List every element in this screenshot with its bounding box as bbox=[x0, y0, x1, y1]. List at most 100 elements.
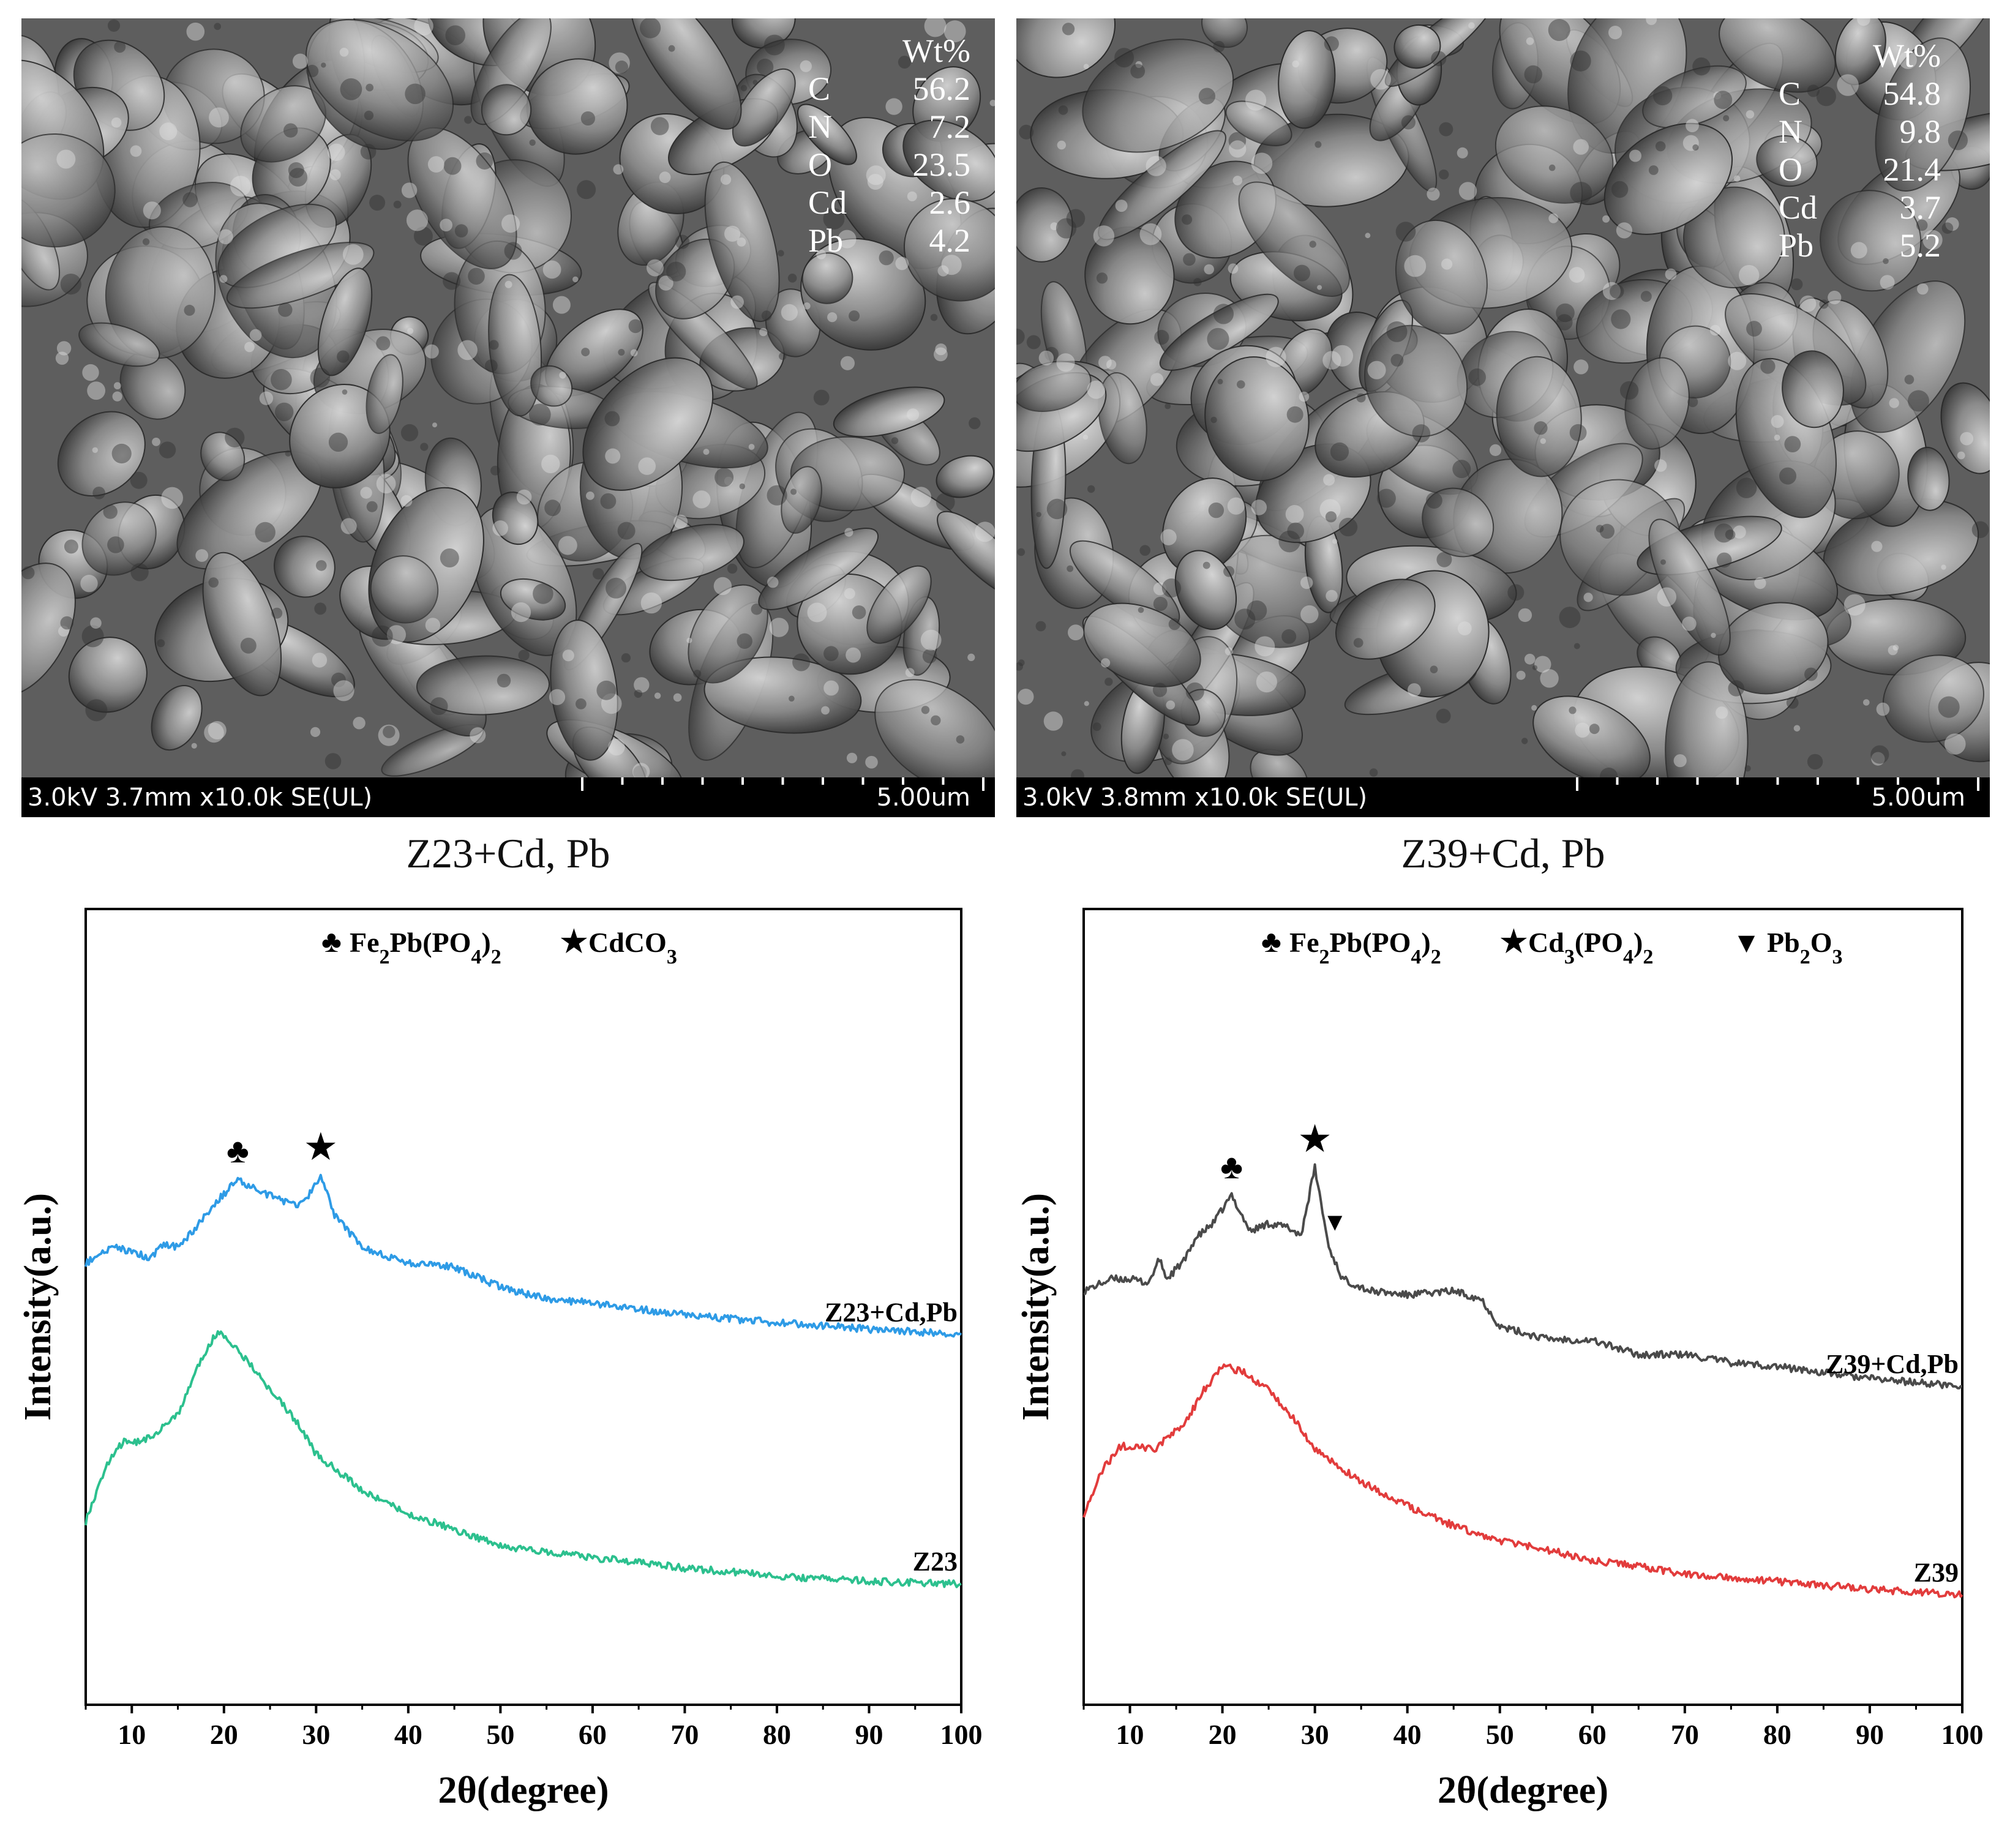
surface-detail bbox=[1153, 596, 1168, 612]
surface-detail bbox=[1213, 304, 1234, 324]
surface-detail bbox=[1426, 492, 1442, 509]
particle-shape bbox=[797, 103, 857, 165]
surface-detail bbox=[1938, 696, 1960, 718]
surface-detail bbox=[1941, 564, 1946, 570]
surface-detail bbox=[1213, 40, 1225, 53]
particle-shape bbox=[481, 84, 532, 136]
eds-row: C 54.8 bbox=[1779, 75, 1941, 113]
surface-detail bbox=[1692, 144, 1699, 151]
surface-detail bbox=[1556, 314, 1573, 331]
surface-detail bbox=[342, 244, 364, 265]
eds-element: Pb bbox=[808, 222, 844, 260]
surface-detail bbox=[1093, 225, 1115, 247]
surface-detail bbox=[1837, 74, 1859, 96]
surface-detail bbox=[1436, 708, 1451, 724]
surface-detail bbox=[152, 438, 160, 446]
x-tick-label: 80 bbox=[1763, 1719, 1791, 1750]
surface-detail bbox=[576, 698, 587, 709]
sem-info-bar: 3.0kV 3.7mm x10.0k SE(UL) 5.00um bbox=[21, 777, 995, 817]
surface-detail bbox=[816, 249, 827, 260]
surface-detail bbox=[1083, 64, 1089, 70]
surface-detail bbox=[1665, 268, 1677, 280]
scale-bar-label: 5.00um bbox=[876, 784, 970, 812]
eds-element: C bbox=[808, 70, 831, 108]
surface-detail bbox=[1408, 683, 1421, 697]
particle-shape bbox=[1238, 181, 1351, 297]
surface-detail bbox=[1309, 241, 1316, 248]
eds-element: Pb bbox=[1779, 227, 1814, 264]
surface-detail bbox=[107, 536, 124, 553]
y-axis-label: Intensity(a.u.) bbox=[17, 1193, 59, 1421]
surface-detail bbox=[580, 111, 596, 126]
eds-row: N 7.2 bbox=[808, 108, 970, 146]
surface-detail bbox=[634, 677, 650, 693]
surface-detail bbox=[249, 329, 262, 342]
surface-detail bbox=[130, 563, 149, 582]
surface-detail bbox=[767, 485, 787, 506]
surface-detail bbox=[1714, 523, 1734, 543]
surface-detail bbox=[1356, 393, 1366, 403]
particle-shape bbox=[1335, 578, 1436, 660]
surface-detail bbox=[331, 672, 346, 687]
surface-detail bbox=[1857, 18, 1870, 26]
surface-detail bbox=[761, 310, 772, 321]
surface-detail bbox=[1468, 22, 1475, 29]
surface-detail bbox=[757, 58, 774, 75]
surface-detail bbox=[1229, 140, 1247, 158]
surface-detail bbox=[112, 391, 122, 402]
surface-detail bbox=[1044, 346, 1059, 361]
x-tick-label: 100 bbox=[940, 1719, 983, 1750]
surface-detail bbox=[686, 637, 692, 643]
eds-row: Cd 2.6 bbox=[808, 184, 970, 222]
surface-detail bbox=[1828, 290, 1842, 305]
surface-detail bbox=[1038, 350, 1054, 366]
surface-detail bbox=[306, 64, 319, 78]
particle-shape bbox=[57, 411, 146, 497]
surface-detail bbox=[1657, 587, 1676, 607]
series-line-z39-cd-pb bbox=[1083, 1163, 1963, 1390]
surface-detail bbox=[1616, 222, 1632, 239]
surface-detail bbox=[1035, 621, 1046, 632]
surface-detail bbox=[559, 372, 566, 379]
surface-detail bbox=[406, 209, 429, 231]
eds-element: Cd bbox=[808, 184, 847, 222]
surface-detail bbox=[1739, 264, 1760, 286]
surface-detail bbox=[759, 327, 768, 337]
surface-detail bbox=[692, 490, 711, 509]
particle-shape bbox=[1225, 100, 1292, 147]
surface-detail bbox=[617, 522, 636, 540]
surface-detail bbox=[1439, 169, 1449, 180]
xrd-chart-left: 10 20 30 40 50 60 70 80 90 100 2θ(degree) Intensity… bbox=[17, 908, 983, 1811]
series-label: Z23+Cd,Pb bbox=[825, 1298, 958, 1328]
surface-detail bbox=[501, 214, 520, 233]
eds-row: Pb 5.2 bbox=[1779, 226, 1941, 264]
surface-detail bbox=[333, 680, 354, 701]
surface-detail bbox=[740, 84, 748, 92]
peak-annotation: ▾ bbox=[1327, 1206, 1343, 1236]
surface-detail bbox=[92, 447, 98, 453]
surface-detail bbox=[230, 176, 251, 196]
surface-detail bbox=[600, 493, 617, 509]
legend-label: Pb2O3 bbox=[1767, 927, 1842, 968]
particle-shape bbox=[273, 536, 336, 598]
surface-detail bbox=[1888, 645, 1898, 656]
legend-label: CdCO3 bbox=[588, 927, 677, 968]
surface-detail bbox=[414, 18, 433, 36]
surface-detail bbox=[1599, 523, 1615, 539]
particle-shape bbox=[874, 679, 995, 777]
surface-detail bbox=[271, 368, 292, 391]
surface-detail bbox=[529, 139, 536, 146]
surface-detail bbox=[427, 156, 444, 173]
surface-detail bbox=[634, 689, 642, 698]
surface-detail bbox=[1682, 135, 1699, 151]
surface-detail bbox=[748, 444, 755, 450]
surface-detail bbox=[312, 653, 328, 668]
surface-detail bbox=[1711, 632, 1716, 638]
surface-detail bbox=[1245, 89, 1267, 111]
surface-detail bbox=[1168, 618, 1180, 630]
surface-detail bbox=[1331, 345, 1354, 367]
surface-detail bbox=[1386, 321, 1408, 342]
particle-shape bbox=[629, 18, 742, 130]
surface-detail bbox=[549, 689, 566, 705]
surface-detail bbox=[489, 340, 499, 350]
